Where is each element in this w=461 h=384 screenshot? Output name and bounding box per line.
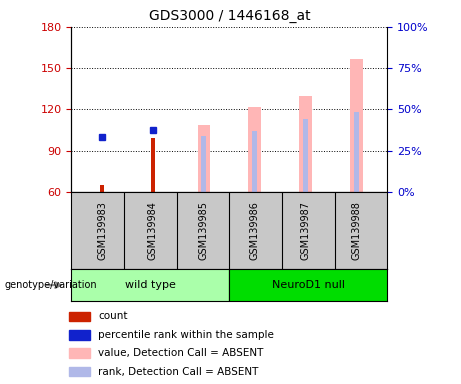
Bar: [197, 124, 210, 192]
Text: value, Detection Call = ABSENT: value, Detection Call = ABSENT: [98, 348, 263, 358]
Bar: [151, 138, 155, 192]
Bar: [69, 311, 89, 321]
Text: GSM139987: GSM139987: [301, 201, 311, 260]
Bar: [69, 330, 89, 340]
Text: NeuroD1 null: NeuroD1 null: [272, 280, 345, 290]
Bar: [354, 112, 359, 192]
Bar: [229, 269, 387, 301]
Text: GSM139983: GSM139983: [97, 201, 107, 260]
Title: GDS3000 / 1446168_at: GDS3000 / 1446168_at: [148, 9, 310, 23]
Text: wild type: wild type: [125, 280, 176, 290]
Text: percentile rank within the sample: percentile rank within the sample: [98, 330, 274, 340]
Bar: [201, 136, 207, 192]
Bar: [299, 96, 312, 192]
Text: rank, Detection Call = ABSENT: rank, Detection Call = ABSENT: [98, 366, 258, 377]
Text: genotype/variation: genotype/variation: [5, 280, 97, 290]
Bar: [69, 348, 89, 358]
Bar: [303, 119, 308, 192]
Text: GSM139988: GSM139988: [352, 201, 362, 260]
Bar: [350, 58, 363, 192]
Bar: [100, 185, 104, 192]
Text: GSM139984: GSM139984: [148, 201, 158, 260]
Bar: [248, 107, 261, 192]
Text: GSM139986: GSM139986: [250, 201, 260, 260]
Text: count: count: [98, 311, 127, 321]
Bar: [69, 367, 89, 376]
Bar: [71, 269, 229, 301]
Text: GSM139985: GSM139985: [199, 201, 209, 260]
Bar: [252, 131, 257, 192]
